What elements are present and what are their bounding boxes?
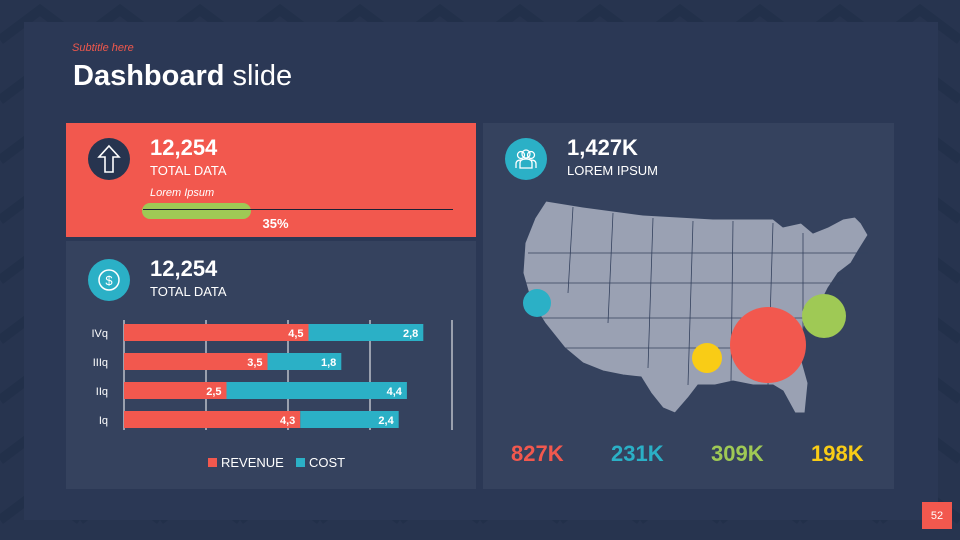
progress-track <box>143 209 453 210</box>
total-data-card-progress: 12,254 TOTAL DATA Lorem Ipsum 35% <box>66 123 476 237</box>
bar-cost <box>226 382 407 399</box>
card-label: LOREM IPSUM <box>567 163 659 178</box>
map-bubbles <box>523 289 846 383</box>
revenue-cost-card: $ 12,254 TOTAL DATA IVq 4,5 2,8 IIIq 3,5 1,8 I… <box>66 241 476 489</box>
data-label: 2,5 <box>206 386 221 398</box>
map-card: 1,427K LOREM IPSUM 827K 231K 309K 198K <box>483 123 894 489</box>
progress-percent: 35% <box>262 216 289 231</box>
arrow-up-icon <box>88 138 130 180</box>
legend-label: COST <box>309 455 345 470</box>
legend-swatch <box>208 458 217 467</box>
bar-cost <box>308 324 424 341</box>
data-label: 1,8 <box>321 357 336 369</box>
bubble-cyan <box>523 289 551 317</box>
data-label: 4,3 <box>280 415 295 427</box>
stacked-bar-chart: IVq 4,5 2,8 IIIq 3,5 1,8 IIq 2,5 4,4 Iq 4,3 2,4 REVE… <box>91 320 453 470</box>
subtitle: Subtitle here <box>72 42 134 54</box>
card-label: TOTAL DATA <box>150 284 227 299</box>
card-label: TOTAL DATA <box>150 163 227 178</box>
bar-cost <box>267 353 342 370</box>
users-icon <box>505 138 547 180</box>
bar-revenue <box>124 353 268 370</box>
progress-fill <box>142 203 251 219</box>
bar-revenue <box>124 382 227 399</box>
page-number: 52 <box>922 502 952 529</box>
data-label: 4,4 <box>387 386 403 398</box>
card-value: 12,254 <box>150 135 218 160</box>
category-label: IVq <box>91 328 108 340</box>
stat-red: 827K <box>511 441 564 466</box>
stat-cyan: 231K <box>611 441 664 466</box>
bar-revenue <box>124 324 309 341</box>
dollar-icon: $ <box>88 259 130 301</box>
bar-revenue <box>124 411 301 428</box>
legend-swatch <box>296 458 305 467</box>
category-label: IIq <box>96 386 108 398</box>
category-label: Iq <box>99 415 108 427</box>
bubble-yellow <box>692 343 722 373</box>
bar-cost <box>300 411 399 428</box>
bubble-green <box>802 294 846 338</box>
bubble-red <box>730 307 806 383</box>
data-label: 2,8 <box>403 328 418 340</box>
stat-green: 309K <box>711 441 764 466</box>
progress-label: Lorem Ipsum <box>150 187 215 199</box>
data-label: 2,4 <box>378 415 394 427</box>
legend-label: REVENUE <box>221 455 284 470</box>
card-value: 1,427K <box>567 135 638 160</box>
data-label: 4,5 <box>288 328 303 340</box>
svg-text:$: $ <box>105 273 113 288</box>
stat-yellow: 198K <box>811 441 864 466</box>
category-label: IIIq <box>93 357 108 369</box>
page-title: Dashboard slide <box>73 60 293 92</box>
data-label: 3,5 <box>247 357 262 369</box>
card-value: 12,254 <box>150 256 218 281</box>
